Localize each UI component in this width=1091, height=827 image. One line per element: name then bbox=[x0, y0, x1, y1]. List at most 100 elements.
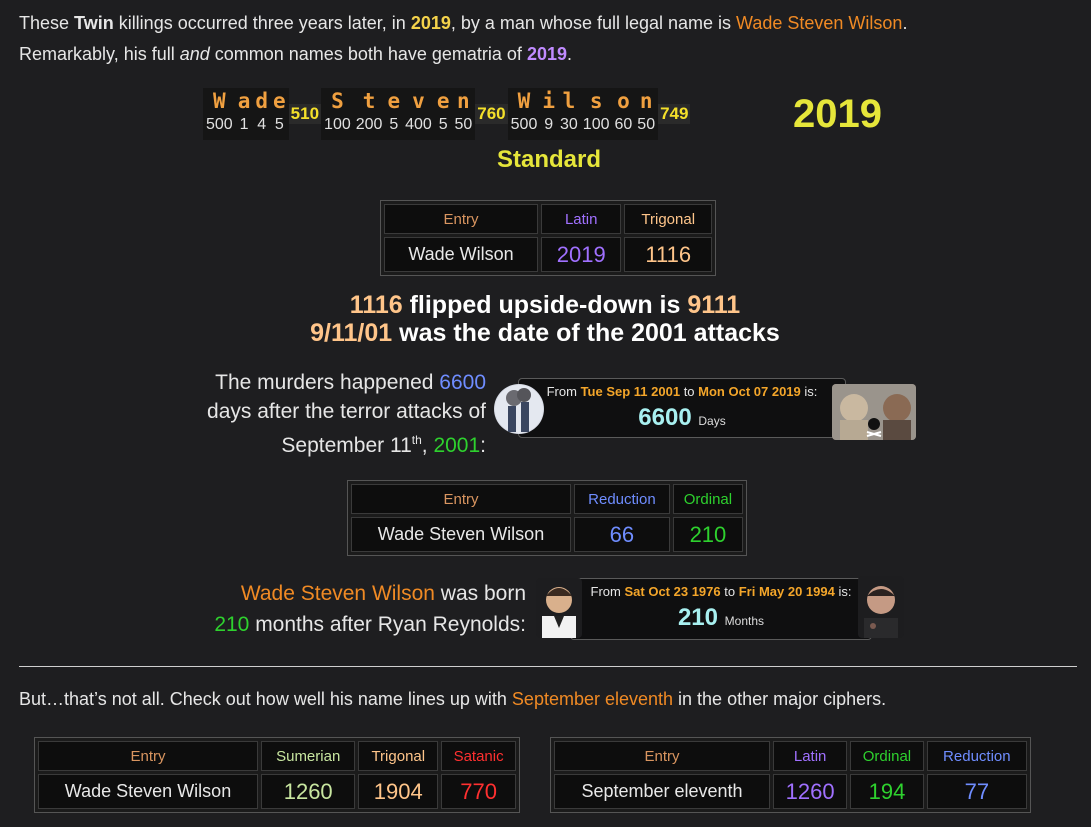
table-cell-reduction: 77 bbox=[926, 774, 1027, 809]
murders-text: The murders happened bbox=[215, 371, 440, 394]
date-range: From Tue Sep 11 2001 to Mon Oct 07 2019 … bbox=[519, 384, 845, 399]
ordinal-suffix: th bbox=[411, 433, 422, 447]
letter: a bbox=[237, 89, 251, 113]
intro-text: . bbox=[902, 13, 908, 33]
letter: v bbox=[412, 89, 425, 113]
gematria-total: 2019 bbox=[793, 92, 882, 136]
date-range: From Sat Oct 23 1976 to Fri May 20 1994 … bbox=[571, 584, 871, 599]
end-date: Mon Oct 07 2019 bbox=[698, 384, 801, 399]
letter-value: 1 bbox=[239, 116, 249, 133]
year-highlight: 2019 bbox=[410, 13, 451, 33]
result-value: 210 bbox=[677, 604, 718, 631]
murders-text: days after the terror attacks of bbox=[207, 400, 486, 423]
letter-value: 9 bbox=[544, 116, 554, 133]
table-header-reduction: Reduction bbox=[926, 741, 1027, 771]
letter: i bbox=[542, 89, 555, 113]
intro-text: . bbox=[566, 44, 572, 64]
year-highlight: 2001 bbox=[433, 434, 481, 457]
intro-paragraph: These Twin killings occurred three years… bbox=[19, 8, 1079, 70]
table-header-latin: Latin bbox=[773, 741, 848, 771]
letter-value: 5 bbox=[274, 116, 284, 133]
letter-value: 50 bbox=[637, 116, 656, 133]
intro-text: , by a man whose full legal name is bbox=[450, 13, 737, 33]
date-calculator-days: From Tue Sep 11 2001 to Mon Oct 07 2019 … bbox=[518, 378, 846, 438]
from-label: From bbox=[590, 584, 621, 599]
to-label: to bbox=[683, 384, 695, 399]
days-highlight: 6600 bbox=[439, 371, 486, 394]
is-label: is: bbox=[838, 584, 852, 599]
gematria-letter: v 400 bbox=[405, 88, 432, 140]
letter: S bbox=[331, 89, 344, 113]
date-result: 6600 Days bbox=[519, 404, 845, 432]
letter-value: 500 bbox=[510, 116, 538, 133]
letter: s bbox=[589, 89, 603, 113]
letter: d bbox=[255, 89, 269, 113]
table-cell-entry: Wade Steven Wilson bbox=[351, 517, 571, 552]
result-unit: Days bbox=[698, 414, 726, 428]
letter: e bbox=[436, 89, 450, 113]
year-highlight: 2019 bbox=[526, 44, 567, 64]
letter-value: 100 bbox=[582, 116, 610, 133]
table-cell-reduction: 66 bbox=[574, 517, 670, 552]
letter: e bbox=[387, 89, 401, 113]
letter: l bbox=[562, 89, 576, 113]
cipher-table-september-eleventh: Entry Latin Ordinal Reduction September … bbox=[550, 737, 1031, 813]
date-9-11-01: 9/11/01 bbox=[310, 319, 393, 347]
table-header-entry: Entry bbox=[554, 741, 770, 771]
table-cell-ordinal: 194 bbox=[850, 774, 924, 809]
september-eleventh-link[interactable]: September eleventh bbox=[511, 689, 674, 709]
letter: W bbox=[213, 89, 226, 113]
victims-photo bbox=[832, 384, 916, 440]
table-cell-entry: Wade Wilson bbox=[384, 237, 538, 272]
cipher-name: Standard bbox=[497, 146, 602, 173]
letter: n bbox=[639, 89, 653, 113]
letter: n bbox=[457, 89, 470, 113]
table-cell-trigonal: 1904 bbox=[358, 774, 439, 809]
result-value: 6600 bbox=[638, 404, 692, 431]
start-date: Sat Oct 23 1976 bbox=[624, 584, 721, 599]
letter-value: 100 bbox=[324, 116, 351, 133]
letter: t bbox=[362, 89, 376, 113]
name-link[interactable]: Wade Steven Wilson bbox=[240, 582, 435, 605]
table-cell-latin: 1260 bbox=[773, 774, 848, 809]
is-label: is: bbox=[804, 384, 818, 399]
table-cell-satanic: 770 bbox=[441, 774, 516, 809]
table-header-latin: Latin bbox=[541, 204, 622, 234]
gematria-letter: n 50 bbox=[454, 88, 472, 140]
table-header-trigonal: Trigonal bbox=[358, 741, 439, 771]
table-cell-latin: 2019 bbox=[541, 237, 622, 272]
word-sum: 760 bbox=[475, 104, 508, 124]
date-result: 210 Months bbox=[571, 604, 871, 632]
gematria-letter: t 200 bbox=[356, 88, 383, 140]
table-cell-entry: September eleventh bbox=[554, 774, 770, 809]
from-label: From bbox=[546, 384, 577, 399]
result-unit: Months bbox=[724, 614, 765, 628]
table-header-reduction: Reduction bbox=[574, 484, 670, 514]
but-text: But…that’s not all. Check out how well h… bbox=[19, 689, 512, 709]
gematria-letter: l 30 bbox=[560, 88, 578, 140]
table-cell-ordinal: 210 bbox=[672, 517, 743, 552]
wade-wilson-photo bbox=[858, 576, 904, 638]
cipher-table-wade-wilson: Entry Latin Trigonal Wade Wilson 2019 11… bbox=[380, 200, 716, 276]
months-highlight: 210 bbox=[214, 613, 250, 636]
table-header-satanic: Satanic bbox=[441, 741, 516, 771]
date-calculator-months: From Sat Oct 23 1976 to Fri May 20 1994 … bbox=[570, 578, 872, 640]
table-header-entry: Entry bbox=[384, 204, 538, 234]
gematria-letter: W 500 bbox=[206, 88, 233, 140]
table-cell-sumerian: 1260 bbox=[261, 774, 356, 809]
table-header-trigonal: Trigonal bbox=[624, 204, 712, 234]
gematria-letter: S 100 bbox=[324, 88, 351, 140]
letter-value: 30 bbox=[560, 116, 578, 133]
word-sum: 749 bbox=[658, 104, 691, 124]
gematria-letter: W 500 bbox=[511, 88, 538, 140]
but-text: in the other major ciphers. bbox=[673, 689, 887, 709]
section-divider bbox=[19, 666, 1077, 667]
table-header-entry: Entry bbox=[351, 484, 571, 514]
but-statement: But…that’s not all. Check out how well h… bbox=[19, 689, 886, 710]
number-9111: 9111 bbox=[687, 291, 741, 319]
name-link[interactable]: Wade Steven Wilson bbox=[736, 13, 903, 33]
